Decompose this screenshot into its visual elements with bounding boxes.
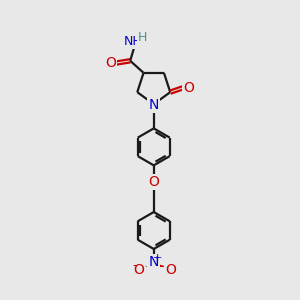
Text: N: N xyxy=(148,98,159,112)
Text: NH: NH xyxy=(124,35,142,48)
Text: O: O xyxy=(105,56,116,70)
Text: O: O xyxy=(165,262,176,277)
Text: N: N xyxy=(148,255,159,269)
Text: O: O xyxy=(148,175,159,189)
Text: -: - xyxy=(133,259,137,272)
Text: O: O xyxy=(133,262,144,277)
Text: O: O xyxy=(183,81,194,94)
Text: H: H xyxy=(138,31,147,44)
Text: +: + xyxy=(153,253,162,263)
